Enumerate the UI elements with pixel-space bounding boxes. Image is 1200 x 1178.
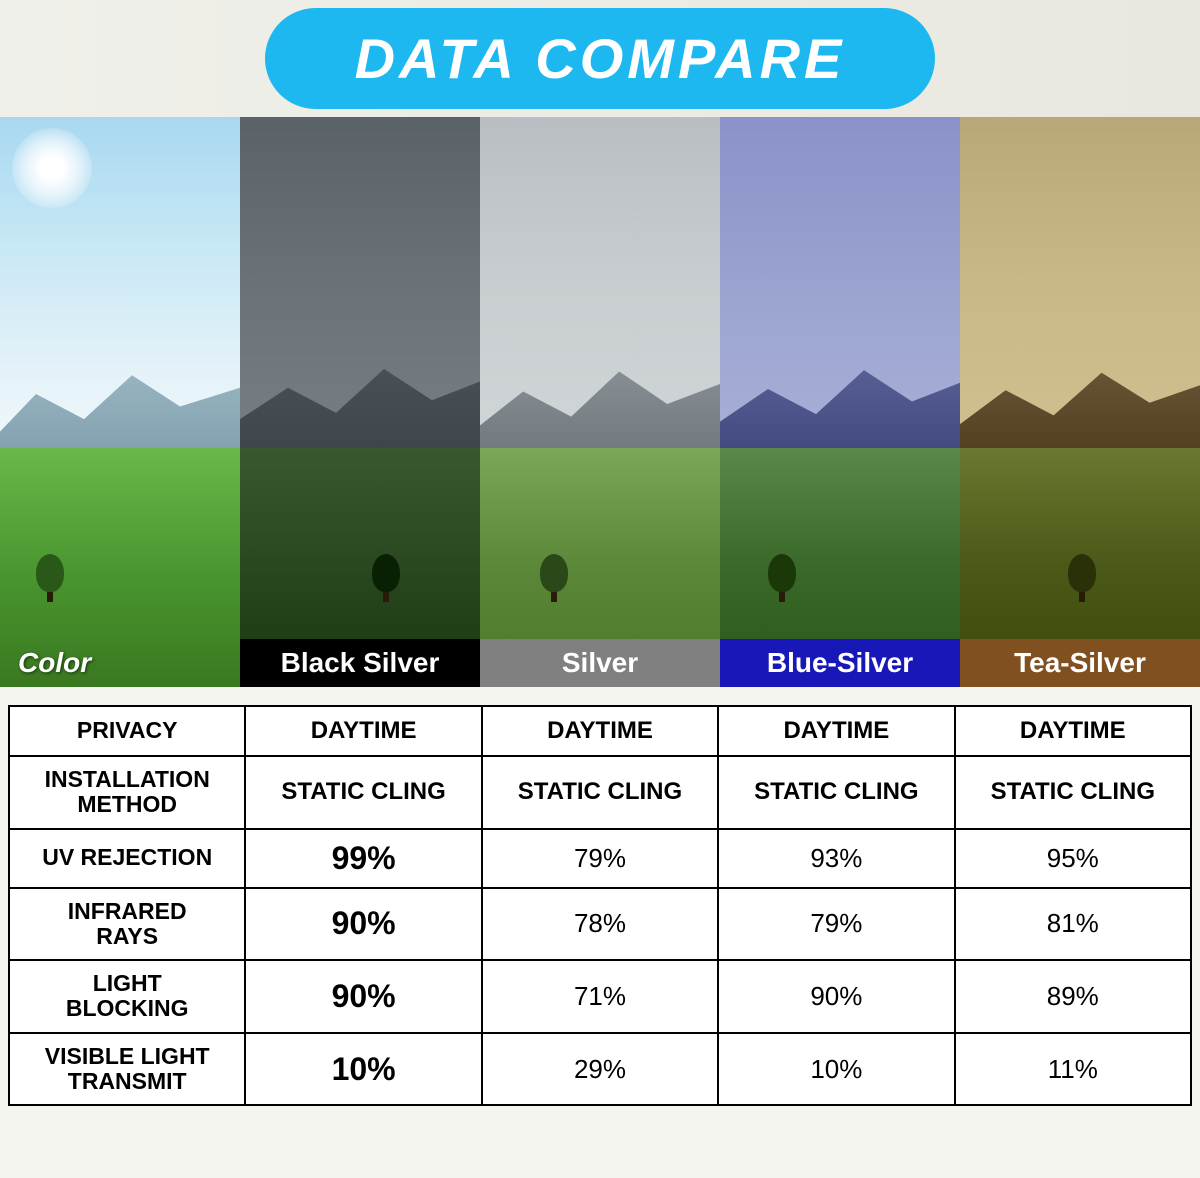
table-row: INSTALLATIONMETHOD STATIC CLING STATIC C… [9,756,1191,829]
cell: DAYTIME [718,706,954,756]
table-row: VISIBLE LIGHTTRANSMIT 10% 29% 10% 11% [9,1033,1191,1106]
cell: DAYTIME [955,706,1191,756]
table-body: PRIVACY DAYTIME DAYTIME DAYTIME DAYTIME … [9,706,1191,1105]
scene-landscape [480,117,720,687]
sun-glow [12,128,92,208]
cell: 93% [718,829,954,888]
cell-bold: 10% [245,1033,481,1106]
cell: 71% [482,960,718,1033]
row-header-visible-light: VISIBLE LIGHTTRANSMIT [9,1033,245,1106]
cell: STATIC CLING [245,756,481,829]
tree-icon [372,554,400,602]
row-header-infrared: INFRAREDRAYS [9,888,245,961]
row-header-privacy: PRIVACY [9,706,245,756]
cell: STATIC CLING [482,756,718,829]
row-header-uv: UV REJECTION [9,829,245,888]
scene-landscape [720,117,960,687]
title-pill: DATA COMPARE [265,8,936,109]
row-header-text: INSTALLATIONMETHOD [45,766,210,817]
cell: 89% [955,960,1191,1033]
tree-icon [768,554,796,602]
swatch-blue-silver: Blue-Silver [720,117,960,687]
scene-landscape [960,117,1200,687]
swatch-label: Tea-Silver [960,639,1200,687]
cell-bold: 90% [245,888,481,961]
swatch-row: Color Black Silver Silver [0,117,1200,687]
cell: STATIC CLING [718,756,954,829]
cell-bold: 99% [245,829,481,888]
swatch-label: Blue-Silver [720,639,960,687]
cell: 11% [955,1033,1191,1106]
tree-icon [1068,554,1096,602]
table-row: UV REJECTION 99% 79% 93% 95% [9,829,1191,888]
row-header-light-blocking: LIGHTBLOCKING [9,960,245,1033]
swatch-label: Silver [480,639,720,687]
cell: 95% [955,829,1191,888]
cell: 29% [482,1033,718,1106]
cell: 78% [482,888,718,961]
tree-icon [36,554,64,602]
cell: 10% [718,1033,954,1106]
swatch-tea-silver: Tea-Silver [960,117,1200,687]
tree-icon [540,554,568,602]
comparison-table: PRIVACY DAYTIME DAYTIME DAYTIME DAYTIME … [8,705,1192,1106]
swatch-label: Black Silver [240,639,480,687]
swatch-label-text: Blue-Silver [767,647,913,679]
row-header-text: LIGHTBLOCKING [66,970,189,1021]
cell: DAYTIME [245,706,481,756]
swatch-label-text: Tea-Silver [1014,647,1146,679]
row-header-text: INFRAREDRAYS [68,898,187,949]
swatch-label-text: Silver [562,647,638,679]
swatch-label: Color [0,639,240,687]
cell: STATIC CLING [955,756,1191,829]
scene-landscape [0,117,240,687]
swatch-label-text: Color [18,647,91,679]
swatch-silver: Silver [480,117,720,687]
swatch-label-text: Black Silver [281,647,440,679]
cell: 81% [955,888,1191,961]
header-banner: DATA COMPARE [0,0,1200,117]
table-row: INFRAREDRAYS 90% 78% 79% 81% [9,888,1191,961]
cell: 90% [718,960,954,1033]
cell-bold: 90% [245,960,481,1033]
swatch-black-silver: Black Silver [240,117,480,687]
swatch-color: Color [0,117,240,687]
table-row: PRIVACY DAYTIME DAYTIME DAYTIME DAYTIME [9,706,1191,756]
cell: 79% [718,888,954,961]
scene-landscape [240,117,480,687]
row-header-installation: INSTALLATIONMETHOD [9,756,245,829]
infographic-container: DATA COMPARE Color Black [0,0,1200,1106]
row-header-text: VISIBLE LIGHTTRANSMIT [45,1043,210,1094]
table-row: LIGHTBLOCKING 90% 71% 90% 89% [9,960,1191,1033]
cell: DAYTIME [482,706,718,756]
cell: 79% [482,829,718,888]
title-text: DATA COMPARE [355,27,846,90]
